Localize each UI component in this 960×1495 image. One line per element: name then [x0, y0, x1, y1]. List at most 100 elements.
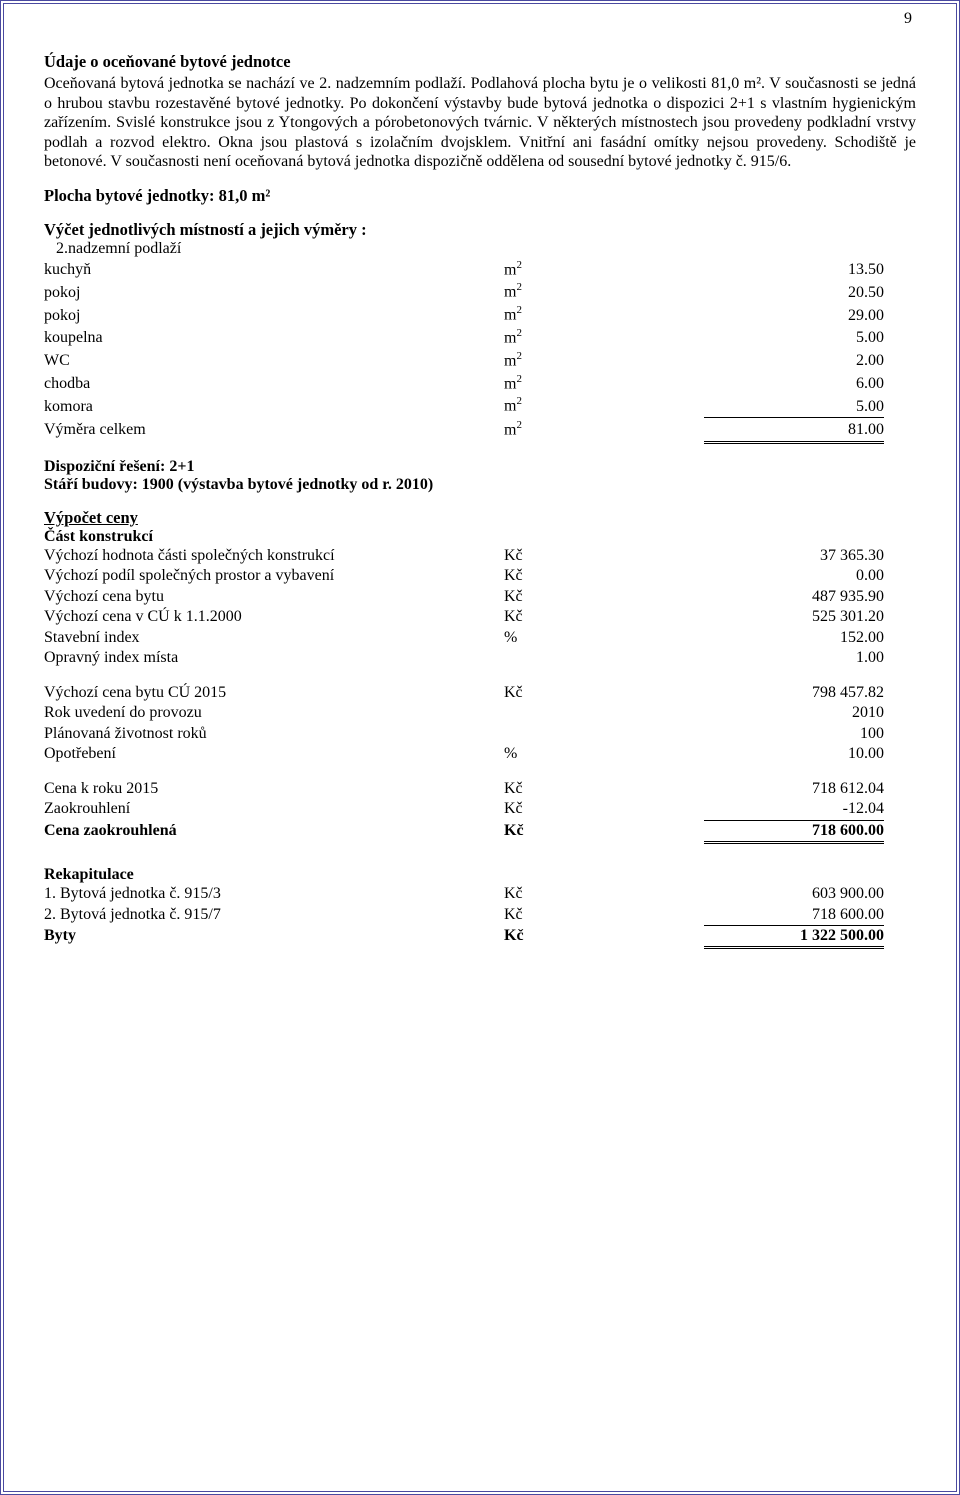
row-value: 2010 — [704, 703, 884, 723]
table-row: Stavební index%152.00 — [44, 628, 916, 648]
table-row: Výchozí hodnota části společných konstru… — [44, 546, 916, 566]
row-label: Opravný index místa — [44, 648, 504, 668]
row-label: Výchozí hodnota části společných konstru… — [44, 546, 504, 566]
table-row: 1. Bytová jednotka č. 915/3Kč603 900.00 — [44, 884, 916, 904]
recap-list: 1. Bytová jednotka č. 915/3Kč603 900.002… — [44, 884, 916, 926]
rooms-row-value: 5.00 — [704, 397, 884, 418]
rooms-row-label: kuchyň — [44, 260, 504, 280]
row-value: 0.00 — [704, 566, 884, 586]
rooms-block: Výčet jednotlivých místností a jejich vý… — [44, 220, 916, 444]
table-row: Výchozí cena bytu CÚ 2015Kč798 457.82 — [44, 683, 916, 703]
rooms-row-label: komora — [44, 397, 504, 417]
recap-total-value: 1 322 500.00 — [704, 926, 884, 949]
rooms-row-value: 29.00 — [704, 306, 884, 326]
row-value: 37 365.30 — [704, 546, 884, 566]
rooms-total-value: 81.00 — [704, 420, 884, 443]
rooms-row-unit: m2 — [504, 394, 704, 417]
rooms-row-label: koupelna — [44, 328, 504, 348]
rooms-list: kuchyňm213.50pokojm220.50pokojm229.00kou… — [44, 258, 916, 419]
rooms-total-row: Výměra celkem m2 81.00 — [44, 418, 916, 444]
rooms-row-unit: m2 — [504, 349, 704, 372]
table-row: Opravný index místa 1.00 — [44, 648, 916, 668]
calc-total-value: 718 600.00 — [704, 821, 884, 844]
calc-total-label: Cena zaokrouhlená — [44, 821, 504, 841]
calc-group2: Výchozí cena bytu CÚ 2015Kč798 457.82Rok… — [44, 683, 916, 765]
page-number: 9 — [904, 10, 912, 28]
table-row: Opotřebení%10.00 — [44, 744, 916, 764]
table-row: Rok uvedení do provozu 2010 — [44, 703, 916, 723]
row-label: Zaokrouhlení — [44, 799, 504, 819]
rooms-row-unit: m2 — [504, 303, 704, 326]
dispo-line2: Stáří budovy: 1900 (výstavba bytové jedn… — [44, 476, 916, 494]
calc-total-unit: Kč — [504, 821, 704, 841]
row-value: -12.04 — [704, 799, 884, 820]
row-unit: % — [504, 628, 704, 648]
recap-total-unit: Kč — [504, 926, 704, 946]
calc-group1: Výchozí hodnota části společných konstru… — [44, 546, 916, 669]
rooms-subheading: 2.nadzemní podlaží — [56, 240, 916, 258]
rooms-row-label: pokoj — [44, 306, 504, 326]
calc-group3: Cena k roku 2015Kč718 612.04Zaokrouhlení… — [44, 779, 916, 821]
rooms-row: pokojm220.50 — [44, 280, 916, 303]
row-unit: Kč — [504, 607, 704, 627]
rooms-row-value: 5.00 — [704, 328, 884, 348]
row-label: Výchozí podíl společných prostor a vybav… — [44, 566, 504, 586]
row-label: Výchozí cena bytu CÚ 2015 — [44, 683, 504, 703]
section1-title: Údaje o oceňované bytové jednotce — [44, 52, 916, 72]
row-unit: Kč — [504, 779, 704, 799]
row-value: 1.00 — [704, 648, 884, 668]
rooms-row: komoram25.00 — [44, 394, 916, 418]
rooms-row-value: 20.50 — [704, 283, 884, 303]
row-value: 100 — [704, 724, 884, 744]
table-row: Výchozí cena bytuKč487 935.90 — [44, 587, 916, 607]
table-row: Výchozí podíl společných prostor a vybav… — [44, 566, 916, 586]
row-label: Rok uvedení do provozu — [44, 703, 504, 723]
table-row: Cena k roku 2015Kč718 612.04 — [44, 779, 916, 799]
calc-total-row: Cena zaokrouhlená Kč 718 600.00 — [44, 821, 916, 844]
row-label: Stavební index — [44, 628, 504, 648]
rooms-row-unit: m2 — [504, 326, 704, 349]
row-unit: Kč — [504, 587, 704, 607]
rooms-row-value: 13.50 — [704, 260, 884, 280]
recap-block: Rekapitulace 1. Bytová jednotka č. 915/3… — [44, 866, 916, 949]
row-label: Cena k roku 2015 — [44, 779, 504, 799]
row-label: Výchozí cena bytu — [44, 587, 504, 607]
rooms-total-unit: m2 — [504, 418, 704, 441]
calc-heading: Výpočet ceny — [44, 508, 916, 528]
row-value: 603 900.00 — [704, 884, 884, 904]
rooms-row-unit: m2 — [504, 280, 704, 303]
row-value: 798 457.82 — [704, 683, 884, 703]
rooms-row: chodbam26.00 — [44, 372, 916, 395]
page-frame: 9 Údaje o oceňované bytové jednotce Oceň… — [0, 0, 960, 1495]
row-value: 525 301.20 — [704, 607, 884, 627]
dispo-block: Dispoziční řešení: 2+1 Stáří budovy: 190… — [44, 458, 916, 494]
row-unit: Kč — [504, 546, 704, 566]
rooms-row-label: pokoj — [44, 283, 504, 303]
section1-paragraph: Oceňovaná bytová jednotka se nachází ve … — [44, 74, 916, 172]
row-value: 718 612.04 — [704, 779, 884, 799]
row-value: 10.00 — [704, 744, 884, 764]
row-unit: Kč — [504, 905, 704, 925]
rooms-row-unit: m2 — [504, 372, 704, 395]
recap-total-row: Byty Kč 1 322 500.00 — [44, 926, 916, 949]
rooms-row: pokojm229.00 — [44, 303, 916, 326]
rooms-row-label: chodba — [44, 374, 504, 394]
row-label: 1. Bytová jednotka č. 915/3 — [44, 884, 504, 904]
row-label: Plánovaná životnost roků — [44, 724, 504, 744]
rooms-row-label: WC — [44, 351, 504, 371]
table-row: Výchozí cena v CÚ k 1.1.2000Kč525 301.20 — [44, 607, 916, 627]
recap-heading: Rekapitulace — [44, 866, 916, 884]
row-label: Výchozí cena v CÚ k 1.1.2000 — [44, 607, 504, 627]
recap-total-label: Byty — [44, 926, 504, 946]
row-unit: % — [504, 744, 704, 764]
rooms-row-unit: m2 — [504, 258, 704, 281]
rooms-row-value: 2.00 — [704, 351, 884, 371]
row-value: 718 600.00 — [704, 905, 884, 926]
rooms-total-label: Výměra celkem — [44, 420, 504, 440]
rooms-row-value: 6.00 — [704, 374, 884, 394]
rooms-row: kuchyňm213.50 — [44, 258, 916, 281]
row-label: Opotřebení — [44, 744, 504, 764]
row-unit: Kč — [504, 799, 704, 819]
table-row: ZaokrouhleníKč-12.04 — [44, 799, 916, 820]
table-row: 2. Bytová jednotka č. 915/7Kč718 600.00 — [44, 905, 916, 926]
